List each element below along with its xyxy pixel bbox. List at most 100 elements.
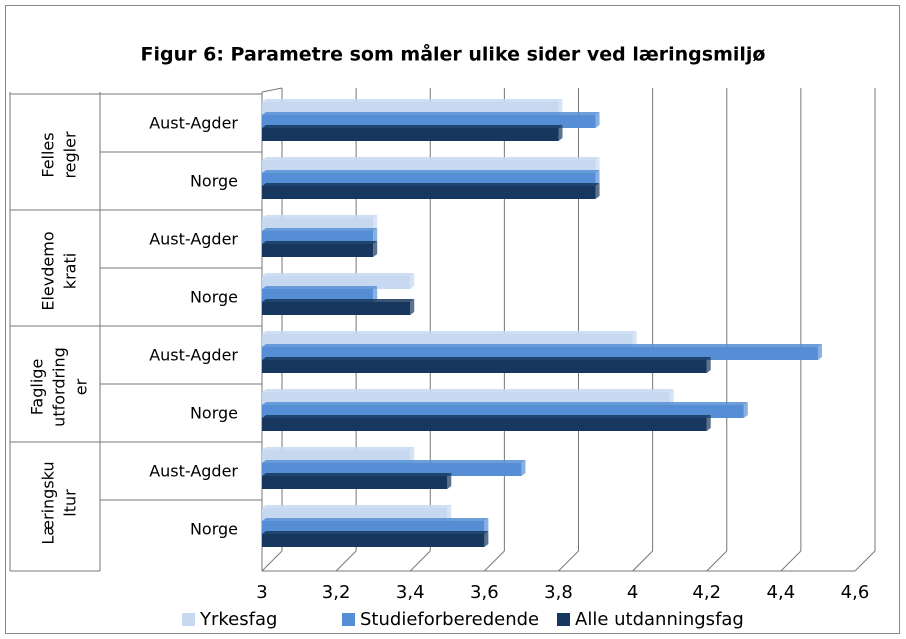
bar-side	[410, 299, 415, 315]
bar-top	[262, 241, 378, 244]
floor-line	[261, 550, 283, 572]
bar-side	[373, 241, 378, 257]
wall-line	[261, 87, 283, 93]
floor-line	[558, 550, 579, 572]
bar-top	[262, 460, 526, 463]
x-tick-label: 4	[627, 582, 638, 603]
bar-side	[373, 286, 378, 302]
bar-side	[484, 518, 489, 534]
y-tick-label: Norge	[190, 172, 238, 191]
bar-top	[262, 447, 415, 450]
bar-top	[262, 183, 600, 186]
bar	[262, 508, 448, 521]
bar-top	[262, 344, 822, 347]
bar	[262, 115, 596, 128]
y-tick-label: Norge	[190, 404, 238, 423]
bar-side	[373, 228, 378, 244]
bar-side	[706, 357, 711, 373]
legend-swatch	[182, 613, 195, 626]
floor-line	[409, 550, 431, 572]
bar-top	[262, 505, 452, 508]
bar	[262, 276, 411, 289]
group-label: utfordring	[50, 347, 69, 427]
bar-side	[595, 112, 600, 128]
bar	[262, 289, 374, 302]
chart-title: Figur 6: Parametre som måler ulike sider…	[141, 42, 766, 66]
y-tick-label: Aust-Agder	[149, 114, 238, 133]
bar-side	[447, 473, 452, 489]
group-label: er	[72, 378, 91, 395]
bar-top	[262, 125, 563, 128]
x-tick-label: 3,8	[544, 582, 573, 603]
bar-top	[262, 531, 489, 534]
bar-top	[262, 357, 711, 360]
bar-side	[558, 99, 563, 115]
bar-side	[447, 505, 452, 521]
bar	[262, 360, 707, 373]
bar	[262, 244, 374, 257]
group-label: Læringsku	[39, 461, 58, 544]
group-label: Faglige	[28, 359, 47, 416]
bar	[262, 534, 485, 547]
y-tick-label: Aust-Agder	[149, 230, 238, 249]
floor-line	[854, 550, 876, 572]
x-tick-label: 4,4	[767, 582, 796, 603]
bar-side	[743, 402, 748, 418]
bar-side	[595, 183, 600, 199]
floor-line	[335, 550, 357, 572]
y-tick-label: Norge	[190, 520, 238, 539]
group-label: krati	[61, 253, 80, 289]
floor-line	[484, 550, 505, 572]
bar-top	[262, 286, 378, 289]
bar-top	[262, 299, 415, 302]
group-label: ltur	[61, 489, 80, 517]
group-label: Felles	[39, 132, 58, 177]
bar-side	[595, 157, 600, 173]
legend-label: Studieforberedende	[360, 609, 539, 630]
bar-side	[521, 460, 526, 476]
bar-top	[262, 389, 674, 392]
bar-top	[262, 170, 600, 173]
bar-side	[410, 273, 415, 289]
legend-swatch	[342, 613, 355, 626]
bar-top	[262, 518, 489, 521]
bar	[262, 231, 374, 244]
bar-side	[373, 215, 378, 231]
legend-swatch	[557, 613, 570, 626]
floor-line	[706, 550, 728, 572]
bar	[262, 463, 522, 476]
bar	[262, 418, 707, 431]
bar-side	[706, 415, 711, 431]
bar-top	[262, 273, 415, 276]
bar	[262, 392, 670, 405]
bar-top	[262, 99, 563, 102]
bar-top	[262, 331, 637, 334]
bar-top	[262, 402, 748, 405]
bar	[262, 186, 596, 199]
bar-side	[484, 531, 489, 547]
group-label: Elevdemo	[39, 231, 58, 310]
legend-label: Yrkesfag	[199, 609, 277, 630]
bar-top	[262, 228, 378, 231]
y-tick-label: Aust-Agder	[149, 346, 238, 365]
bar	[262, 521, 485, 534]
bar-top	[262, 157, 600, 160]
bar	[262, 173, 596, 186]
floor-line	[632, 550, 653, 572]
bar-top	[262, 473, 452, 476]
y-tick-label: Aust-Agder	[149, 462, 238, 481]
bar-side	[410, 447, 415, 463]
y-tick-label: Norge	[190, 288, 238, 307]
bar-side	[669, 389, 674, 405]
x-tick-label: 3,4	[396, 582, 425, 603]
bar	[262, 128, 559, 141]
bar-side	[632, 331, 637, 347]
bar-top	[262, 415, 711, 418]
bar	[262, 347, 818, 360]
bar	[262, 160, 596, 173]
x-tick-label: 3,2	[322, 582, 351, 603]
bar-side	[558, 125, 563, 141]
group-label: regler	[61, 131, 80, 179]
x-tick-label: 4,2	[692, 582, 721, 603]
